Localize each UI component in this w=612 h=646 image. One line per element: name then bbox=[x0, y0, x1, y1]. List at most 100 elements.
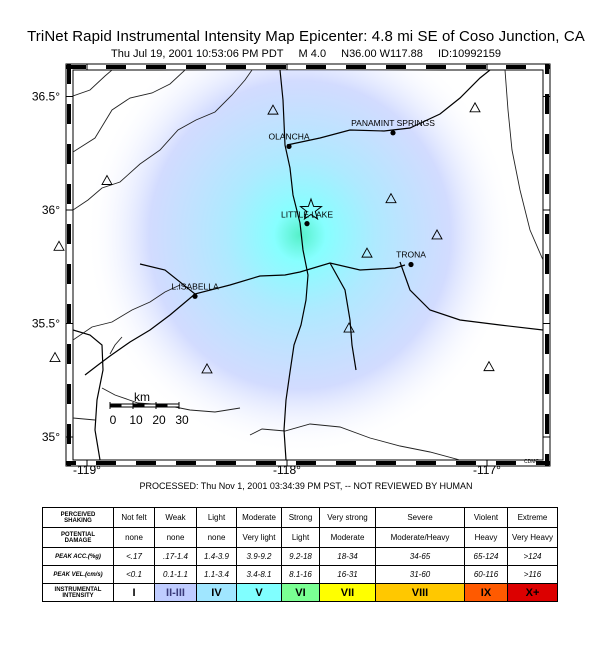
towns-layer: OLANCHA PANAMINT SPRINGS LITTLE LAKE TRONA L… bbox=[171, 118, 435, 299]
event-magnitude: M 4.0 bbox=[298, 48, 327, 60]
shaking-intensity-field bbox=[85, 70, 515, 455]
longitude-label: -118° bbox=[273, 463, 301, 477]
event-date: Thu Jul 19, 2001 10:53:06 PM PDT bbox=[111, 48, 284, 60]
longitude-label: -119° bbox=[73, 463, 101, 477]
axis-ticks bbox=[66, 64, 550, 466]
potential-damage-header: POTENTIAL DAMAGE bbox=[42, 527, 114, 548]
legend-cell-damage: none bbox=[154, 527, 197, 548]
perceived-shaking-header: PERCEIVED SHAKING bbox=[42, 507, 114, 528]
event-info: Thu Jul 19, 2001 10:53:06 PM PDT M 4.0 N… bbox=[0, 48, 612, 60]
station-triangle-icon bbox=[49, 351, 61, 362]
processed-note: PROCESSED: Thu Nov 1, 2001 03:34:39 PM P… bbox=[139, 481, 473, 491]
town-label: L.ISABELLA bbox=[171, 281, 219, 291]
town-label: TRONA bbox=[396, 249, 426, 259]
scale-title: km bbox=[134, 390, 150, 404]
legend-cell-shaking: Very strong bbox=[319, 507, 376, 528]
instrumental-intensity-header: INSTRUMENTAL INTENSITY bbox=[42, 583, 114, 602]
legend-cell-intensity: I bbox=[113, 583, 155, 602]
station-triangle-icon bbox=[201, 362, 213, 374]
legend-cell-damage: none bbox=[196, 527, 237, 548]
legend-cell-vel: 16-31 bbox=[319, 565, 376, 584]
station-triangle-icon bbox=[343, 322, 355, 333]
legend-cell-vel: 1.1-3.4 bbox=[196, 565, 237, 584]
legend-cell-vel: <0.1 bbox=[113, 565, 155, 584]
scale-tick-label: 20 bbox=[152, 413, 166, 427]
legend-cell-shaking: Not felt bbox=[113, 507, 155, 528]
latitude-label: 35.5° bbox=[32, 317, 60, 331]
station-triangle-icon bbox=[385, 192, 397, 204]
latitude-label: 35° bbox=[42, 430, 60, 444]
town-dot-icon bbox=[192, 293, 198, 299]
legend-cell-damage: Light bbox=[281, 527, 320, 548]
legend-cell-intensity: IX bbox=[464, 583, 508, 602]
legend-cell-damage: Very Heavy bbox=[507, 527, 558, 548]
longitude-labels: -119° -118° -117° bbox=[73, 463, 501, 477]
legend-cell-damage: Very light bbox=[236, 527, 282, 548]
epicenter-star-icon bbox=[299, 197, 323, 221]
station-triangle-icon bbox=[53, 240, 65, 251]
latitude-label: 36.5° bbox=[32, 90, 60, 104]
town-dot-icon bbox=[304, 221, 310, 227]
town-label: LITTLE LAKE bbox=[281, 210, 333, 220]
peak-vel-header: PEAK VEL.(cm/s) bbox=[42, 565, 114, 584]
legend-cell-acc: <.17 bbox=[113, 547, 155, 566]
scale-tick-label: 0 bbox=[110, 413, 117, 427]
town-label: PANAMINT SPRINGS bbox=[351, 118, 435, 128]
legend-cell-vel: >116 bbox=[507, 565, 558, 584]
town-dot-icon bbox=[286, 143, 292, 150]
longitude-label: -117° bbox=[473, 463, 501, 477]
station-triangle-icon bbox=[483, 360, 495, 372]
latitude-label: 36° bbox=[42, 203, 60, 217]
intensity-map: 36.5° 36° 35.5° 35° -119° -118° -117° OLANCHA… bbox=[32, 63, 551, 477]
scale-tick-label: 30 bbox=[175, 413, 189, 427]
legend-cell-intensity: II-III bbox=[154, 583, 197, 602]
border-ticks bbox=[66, 64, 550, 466]
latitude-labels: 36.5° 36° 35.5° 35° bbox=[32, 90, 60, 445]
station-triangle-icon bbox=[267, 104, 279, 115]
legend-cell-vel: 8.1-16 bbox=[281, 565, 320, 584]
legend-cell-shaking: Severe bbox=[375, 507, 465, 528]
legend-cell-acc: 9.2-18 bbox=[281, 547, 320, 566]
town-dot-icon bbox=[408, 261, 414, 268]
scale-tick-label: 10 bbox=[129, 413, 143, 427]
legend-cell-damage: none bbox=[113, 527, 155, 548]
roads bbox=[73, 70, 543, 460]
legend-cell-vel: 60-116 bbox=[464, 565, 508, 584]
legend-cell-damage: Heavy bbox=[464, 527, 508, 548]
legend-cell-shaking: Extreme bbox=[507, 507, 558, 528]
legend-cell-vel: 3.4-8.1 bbox=[236, 565, 282, 584]
legend-cell-intensity: V bbox=[236, 583, 282, 602]
legend-cell-acc: 34-65 bbox=[375, 547, 465, 566]
stations-layer bbox=[49, 101, 495, 374]
town-dot-icon bbox=[390, 130, 396, 136]
legend-cell-shaking: Light bbox=[196, 507, 237, 528]
station-triangle-icon bbox=[101, 174, 113, 185]
legend-cell-shaking: Violent bbox=[464, 507, 508, 528]
legend-cell-acc: 18-34 bbox=[319, 547, 376, 566]
legend-cell-damage: Moderate bbox=[319, 527, 376, 548]
legend-cell-acc: 65-124 bbox=[464, 547, 508, 566]
credit-label: CDMG bbox=[524, 459, 540, 465]
station-triangle-icon bbox=[361, 247, 373, 258]
legend-cell-vel: 31-60 bbox=[375, 565, 465, 584]
legend-cell-shaking: Strong bbox=[281, 507, 320, 528]
legend-cell-acc: .17-1.4 bbox=[154, 547, 197, 566]
event-location: N36.00 W117.88 bbox=[341, 48, 423, 60]
legend-cell-acc: 3.9-9.2 bbox=[236, 547, 282, 566]
legend-cell-shaking: Weak bbox=[154, 507, 197, 528]
event-id: ID:10992159 bbox=[437, 48, 501, 60]
legend-cell-intensity: IV bbox=[196, 583, 237, 602]
legend-cell-acc: 1.4-3.9 bbox=[196, 547, 237, 566]
intensity-legend: PERCEIVED SHAKING Not felt Weak Light Moderat… bbox=[42, 507, 558, 602]
legend-cell-vel: 0.1-1.1 bbox=[154, 565, 197, 584]
town-label: OLANCHA bbox=[268, 131, 309, 141]
legend-cell-intensity: VI bbox=[281, 583, 320, 602]
legend-cell-intensity: X+ bbox=[507, 583, 558, 602]
peak-acc-header: PEAK ACC.(%g) bbox=[42, 547, 114, 566]
scale-bar: km 0 10 20 30 bbox=[109, 390, 189, 427]
legend-cell-shaking: Moderate bbox=[236, 507, 282, 528]
epicenter-layer bbox=[299, 197, 323, 221]
legend-cell-acc: >124 bbox=[507, 547, 558, 566]
legend-cell-intensity: VIII bbox=[375, 583, 465, 602]
legend-cell-intensity: VII bbox=[319, 583, 376, 602]
